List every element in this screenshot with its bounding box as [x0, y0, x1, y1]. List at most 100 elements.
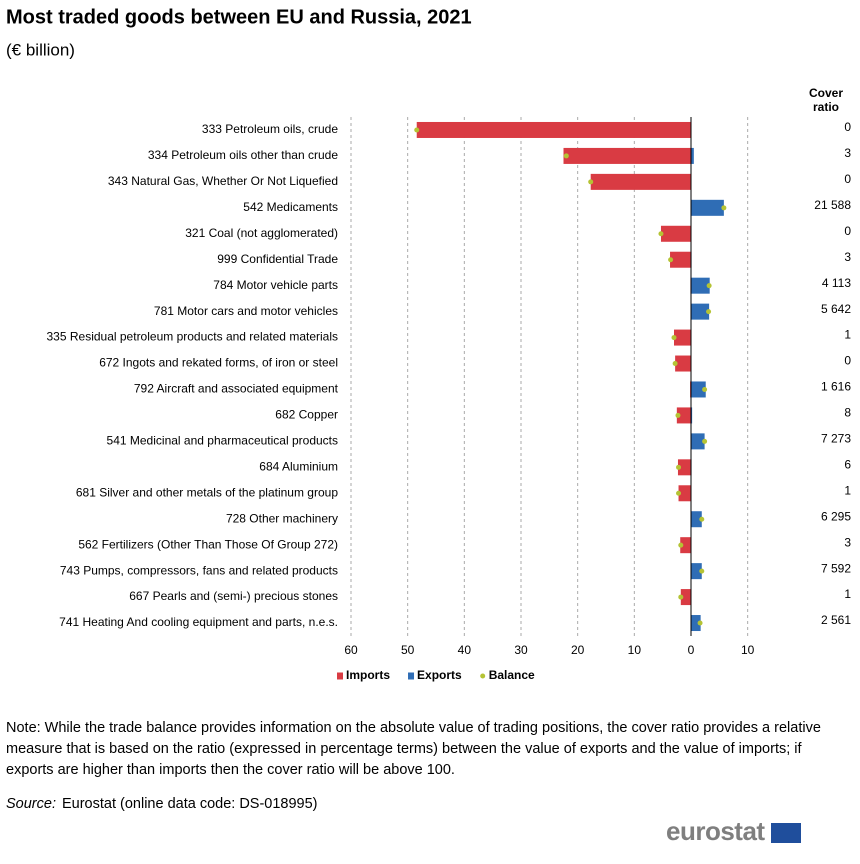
- note: Note: While the trade balance provides i…: [6, 720, 821, 778]
- chart-title: Most traded goods between EU and Russia,…: [6, 6, 472, 28]
- category-label: 667 Pearls and (semi-) precious stones: [129, 589, 338, 603]
- cover-ratio: 0: [844, 172, 851, 186]
- cover-ratio: 3: [844, 535, 851, 549]
- balance-point: [699, 568, 705, 574]
- x-tick-label: 10: [628, 643, 642, 657]
- bar: [691, 381, 706, 398]
- balance-point: [668, 257, 674, 263]
- x-tick-label: 40: [458, 643, 472, 657]
- balance-point: [563, 153, 569, 159]
- cover-ratio: 2 561: [821, 613, 851, 627]
- legend-label: Imports: [346, 668, 390, 682]
- cover-ratio: 0: [844, 120, 851, 134]
- balance-point: [672, 361, 678, 367]
- cover-ratio: 3: [844, 146, 851, 160]
- category-label: 333 Petroleum oils, crude: [202, 122, 338, 136]
- category-label: 542 Medicaments: [243, 200, 338, 214]
- cover-ratio: 0: [844, 224, 851, 238]
- category-label: 334 Petroleum oils other than crude: [148, 148, 338, 162]
- bar: [691, 615, 701, 632]
- balance-point: [697, 620, 703, 626]
- cover-ratio: 3: [844, 250, 851, 264]
- category-label: 562 Fertilizers (Other Than Those Of Gro…: [78, 537, 338, 551]
- category-label: 321 Coal (not agglomerated): [185, 226, 338, 240]
- logo: eurostat: [666, 816, 765, 846]
- cover-ratio: 0: [844, 354, 851, 368]
- category-label: 781 Motor cars and motor vehicles: [154, 304, 338, 318]
- category-label: 728 Other machinery: [226, 511, 338, 525]
- bar: [691, 563, 702, 580]
- balance-point: [706, 283, 712, 289]
- category-label: 343 Natural Gas, Whether Or Not Liquefie…: [108, 174, 338, 188]
- category-label: 999 Confidential Trade: [217, 252, 338, 266]
- balance-point: [658, 231, 664, 237]
- bar: [691, 511, 702, 528]
- cover-ratio: 5 642: [821, 302, 851, 316]
- category-label: 681 Silver and other metals of the plati…: [76, 485, 338, 499]
- x-tick-label: 30: [514, 643, 528, 657]
- balance-point: [671, 335, 677, 341]
- cover-ratio: 7 273: [821, 432, 851, 446]
- category-label: 335 Residual petroleum products and rela…: [47, 330, 339, 344]
- bar: [680, 589, 691, 606]
- bar: [691, 407, 693, 424]
- legend-label: Balance: [489, 668, 535, 682]
- x-tick-label: 10: [741, 643, 755, 657]
- bar: [691, 277, 710, 294]
- bar: [678, 485, 691, 502]
- x-tick-label: 60: [344, 643, 358, 657]
- x-tick-label: 20: [571, 643, 585, 657]
- bar: [691, 147, 694, 164]
- bar: [677, 459, 691, 476]
- cover-ratio: 1: [844, 483, 851, 497]
- category-label: 743 Pumps, compressors, fans and related…: [60, 563, 338, 577]
- balance-point: [414, 127, 420, 133]
- category-label: 541 Medicinal and pharmaceutical product…: [107, 434, 338, 448]
- cover-ratio: 1 616: [821, 380, 851, 394]
- category-label: 792 Aircraft and associated equipment: [134, 382, 339, 396]
- bar: [563, 147, 691, 164]
- bar: [691, 199, 724, 216]
- bar: [660, 225, 691, 242]
- cover-ratio: 6: [844, 457, 851, 471]
- category-label: 684 Aluminium: [259, 459, 338, 473]
- bar: [680, 537, 691, 554]
- category-label: 741 Heating And cooling equipment and pa…: [59, 615, 338, 629]
- cover-ratio: 21 588: [814, 198, 851, 212]
- bar: [590, 173, 691, 190]
- x-tick-label: 50: [401, 643, 415, 657]
- balance-point: [721, 205, 727, 211]
- cover-ratio: 1: [844, 328, 851, 342]
- legend-marker: [337, 672, 343, 680]
- x-tick-label: 0: [688, 643, 695, 657]
- category-label: 672 Ingots and rekated forms, of iron or…: [99, 356, 338, 370]
- bar: [670, 251, 691, 268]
- chart-subtitle: (€ billion): [6, 40, 75, 59]
- logo-flag: [771, 823, 801, 843]
- balance-point: [699, 516, 705, 522]
- balance-point: [706, 309, 712, 315]
- bar: [416, 121, 691, 138]
- balance-point: [678, 594, 684, 600]
- bar: [676, 407, 691, 424]
- cover-ratio: 7 592: [821, 561, 851, 575]
- balance-point: [678, 542, 684, 548]
- cover-ratio: 1: [844, 587, 851, 601]
- balance-point: [702, 386, 708, 392]
- balance-point: [588, 179, 594, 185]
- cover-ratio: 6 295: [821, 509, 851, 523]
- bar: [675, 355, 691, 372]
- cover-ratio: 4 113: [822, 276, 851, 290]
- legend-marker: [408, 672, 415, 680]
- bar: [674, 329, 691, 346]
- category-label: 682 Copper: [275, 408, 338, 422]
- balance-point: [702, 438, 708, 444]
- category-label: 784 Motor vehicle parts: [213, 278, 338, 292]
- cover-ratio-header: Cover ratio: [808, 86, 843, 114]
- cover-ratio: 8: [844, 406, 851, 420]
- balance-point: [676, 490, 682, 496]
- bar: [691, 303, 710, 320]
- legend-marker: [480, 673, 486, 679]
- source-text: Eurostat (online data code: DS-018995): [61, 796, 318, 812]
